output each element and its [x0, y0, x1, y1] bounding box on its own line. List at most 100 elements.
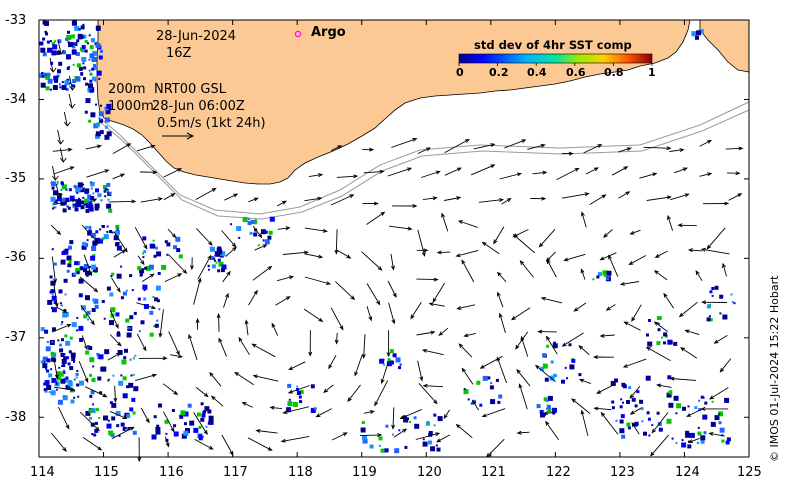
sst-pixel	[89, 373, 93, 377]
sst-pixel	[134, 354, 137, 357]
sst-pixel	[52, 85, 58, 90]
sst-pixel	[139, 268, 145, 274]
current-arrow	[436, 250, 451, 255]
current-arrow	[461, 259, 475, 283]
current-arrow	[109, 410, 128, 419]
sst-pixel	[498, 394, 503, 399]
plot-frame	[38, 19, 750, 458]
sst-pixel	[711, 287, 715, 290]
sst-pixel	[106, 182, 111, 187]
current-arrow	[728, 193, 743, 201]
sst-pixel	[56, 50, 61, 55]
sst-pixel	[109, 401, 113, 405]
sst-pixel	[708, 315, 711, 318]
sst-pixel	[50, 368, 53, 371]
sst-pixel	[126, 327, 129, 329]
sst-pixel	[64, 80, 70, 86]
sst-pixel	[103, 317, 106, 320]
sst-pixel	[76, 329, 79, 332]
sst-pixel	[129, 407, 134, 412]
sst-pixel	[626, 400, 630, 404]
sst-pixel	[189, 420, 195, 426]
sst-pixel	[50, 351, 55, 356]
sst-pixel	[603, 275, 606, 277]
sst-pixel	[52, 207, 55, 210]
sst-pixel	[75, 76, 81, 82]
current-arrow	[629, 386, 641, 399]
sst-pixel	[675, 442, 678, 445]
sst-pixel	[57, 376, 62, 381]
sst-pixel	[645, 375, 651, 381]
current-arrow	[335, 281, 356, 301]
current-arrow	[545, 335, 558, 355]
sst-pixel	[94, 304, 99, 309]
sst-pixel	[125, 318, 130, 323]
current-arrow	[112, 143, 132, 154]
sst-pixel	[65, 197, 70, 202]
current-arrow	[81, 224, 100, 245]
sst-pixel	[48, 391, 51, 394]
current-arrow	[623, 321, 641, 331]
sst-pixel	[53, 301, 57, 304]
current-arrow	[603, 229, 613, 238]
current-arrow	[578, 345, 590, 356]
sst-pixel	[253, 232, 258, 237]
current-arrow	[308, 330, 313, 357]
current-arrow	[56, 306, 68, 313]
sst-pixel	[78, 293, 83, 298]
current-arrow	[501, 198, 512, 205]
sst-pixel	[611, 400, 615, 404]
sst-pixel	[211, 264, 216, 269]
current-arrow	[520, 335, 529, 357]
x-tick-label: 119	[352, 465, 377, 480]
current-arrow	[112, 173, 126, 180]
current-arrow	[218, 337, 227, 357]
sst-pixel	[571, 358, 576, 363]
current-arrow	[455, 423, 473, 439]
current-arrow	[421, 170, 441, 178]
current-arrow	[618, 191, 631, 199]
current-arrow	[393, 428, 408, 438]
current-arrow	[50, 224, 62, 236]
sst-pixel	[92, 403, 95, 406]
sst-pixel	[656, 341, 661, 346]
sst-pixel	[121, 359, 127, 365]
current-arrow	[415, 432, 441, 440]
sst-pixel	[154, 297, 159, 302]
sst-pixel	[164, 240, 168, 244]
current-arrow	[195, 187, 217, 200]
sst-pixel	[46, 40, 50, 44]
current-arrow	[645, 346, 671, 361]
sst-pixel	[60, 189, 63, 191]
colorbar	[458, 53, 653, 64]
sst-pixel	[200, 402, 204, 406]
sst-pixel	[82, 183, 85, 186]
sst-pixel	[213, 259, 216, 262]
sst-pixel	[115, 229, 120, 235]
current-arrow	[194, 439, 214, 450]
sst-pixel	[65, 87, 69, 91]
sst-pixel	[92, 240, 98, 246]
sst-pixel	[88, 265, 91, 268]
sst-pixel	[546, 344, 550, 348]
sst-pixel	[673, 395, 679, 401]
sst-pixel	[149, 310, 154, 315]
sst-pixel	[105, 190, 108, 192]
sst-pixel	[49, 40, 52, 43]
current-arrow	[578, 378, 592, 385]
sst-pixel	[207, 268, 210, 271]
sst-pixel	[107, 379, 110, 382]
current-arrow	[725, 146, 744, 151]
current-arrow	[515, 331, 529, 350]
x-tick-label: 115	[94, 465, 119, 480]
current-arrow	[650, 434, 670, 457]
sst-pixel	[217, 249, 223, 255]
sst-pixel	[85, 204, 90, 209]
sst-pixel	[58, 83, 61, 86]
sst-pixel	[63, 249, 69, 255]
sst-pixel	[362, 438, 368, 444]
current-arrow	[556, 167, 580, 181]
sst-pixel	[68, 350, 72, 354]
sst-pixel	[694, 406, 698, 410]
sst-pixel	[113, 235, 119, 241]
